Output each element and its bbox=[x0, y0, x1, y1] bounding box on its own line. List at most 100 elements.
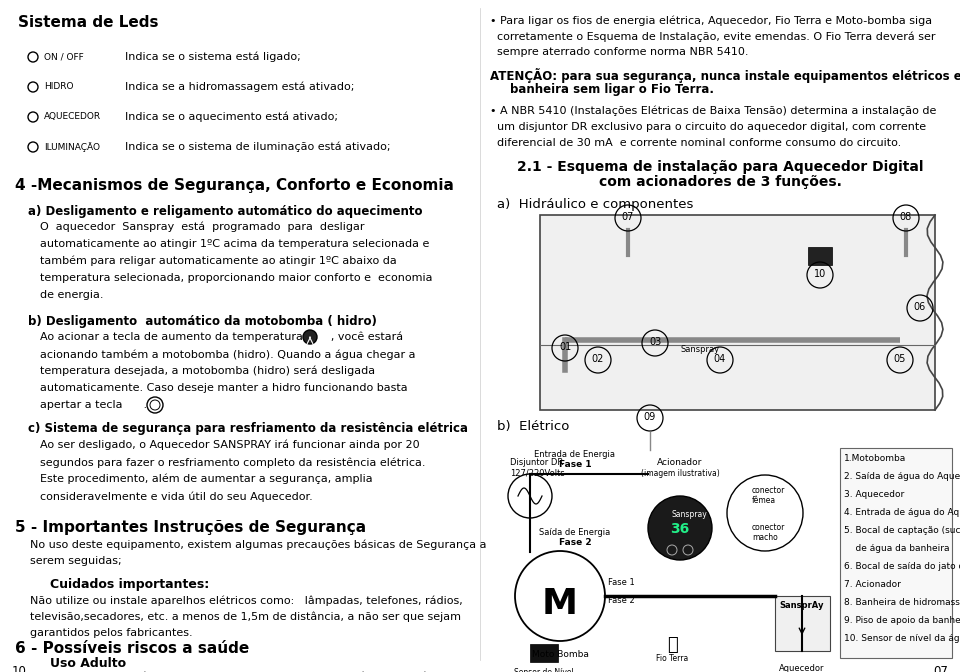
Text: Este procedimento, além de aumentar a segurança, amplia: Este procedimento, além de aumentar a se… bbox=[40, 474, 372, 485]
Text: 127/220Volts: 127/220Volts bbox=[510, 468, 564, 477]
Text: 6. Bocal de saída do jato d'água: 6. Bocal de saída do jato d'água bbox=[844, 562, 960, 571]
Text: Aquecedor: Aquecedor bbox=[780, 664, 825, 672]
Text: O  aquecedor  Sanspray  está  programado  para  desligar: O aquecedor Sanspray está programado par… bbox=[40, 222, 365, 233]
Text: Sanspray: Sanspray bbox=[681, 345, 720, 354]
Text: Indica se a hidromassagem está ativado;: Indica se a hidromassagem está ativado; bbox=[125, 82, 354, 93]
Text: Moto Bomba: Moto Bomba bbox=[532, 650, 588, 659]
Text: diferencial de 30 mA  e corrente nominal conforme consumo do circuito.: diferencial de 30 mA e corrente nominal … bbox=[490, 138, 901, 148]
Text: um disjuntor DR exclusivo para o circuito do aquecedor digital, com corrente: um disjuntor DR exclusivo para o circuit… bbox=[490, 122, 926, 132]
Text: apertar a tecla      .: apertar a tecla . bbox=[40, 400, 147, 410]
Text: fêmea: fêmea bbox=[752, 496, 776, 505]
Text: com acionadores de 3 funções.: com acionadores de 3 funções. bbox=[599, 175, 841, 189]
Text: corretamente o Esquema de Instalação, evite emendas. O Fio Terra deverá ser: corretamente o Esquema de Instalação, ev… bbox=[490, 31, 935, 42]
Text: AQUECEDOR: AQUECEDOR bbox=[44, 112, 101, 121]
Text: Saída de Energia: Saída de Energia bbox=[540, 528, 611, 537]
FancyBboxPatch shape bbox=[840, 448, 952, 658]
Text: c) Sistema de segurança para resfriamento da resistência elétrica: c) Sistema de segurança para resfriament… bbox=[28, 422, 468, 435]
FancyBboxPatch shape bbox=[540, 215, 935, 410]
Text: Fio Terra: Fio Terra bbox=[656, 654, 688, 663]
Text: Fase 1: Fase 1 bbox=[559, 460, 591, 469]
Text: Não utilize ou instale aparelhos elétricos como:   lâmpadas, telefones, rádios,: Não utilize ou instale aparelhos elétric… bbox=[30, 596, 463, 607]
Text: 6 - Possíveis riscos a saúde: 6 - Possíveis riscos a saúde bbox=[15, 641, 250, 656]
Text: Fase 2: Fase 2 bbox=[559, 538, 591, 547]
Text: Fase 1: Fase 1 bbox=[608, 578, 635, 587]
Text: 10. Sensor de nível da água: 10. Sensor de nível da água bbox=[844, 634, 960, 643]
Text: temperatura selecionada, proporcionando maior conforto e  economia: temperatura selecionada, proporcionando … bbox=[40, 273, 433, 283]
Text: Indica se o sistema está ligado;: Indica se o sistema está ligado; bbox=[125, 52, 300, 62]
Text: segundos para fazer o resfriamento completo da resistência elétrica.: segundos para fazer o resfriamento compl… bbox=[40, 457, 425, 468]
Text: 3. Aquecedor: 3. Aquecedor bbox=[844, 490, 904, 499]
Text: automaticamente ao atingir 1ºC acima da temperatura selecionada e: automaticamente ao atingir 1ºC acima da … bbox=[40, 239, 429, 249]
Text: Ao acionar a tecla de aumento da temperatura        , você estará: Ao acionar a tecla de aumento da tempera… bbox=[40, 332, 403, 343]
Text: (imagem ilustrativa): (imagem ilustrativa) bbox=[640, 469, 719, 478]
Text: 04: 04 bbox=[714, 354, 726, 364]
Circle shape bbox=[303, 330, 317, 344]
Text: b)  Elétrico: b) Elétrico bbox=[497, 420, 569, 433]
Text: ON / OFF: ON / OFF bbox=[44, 52, 84, 61]
Text: Entrada de Energia: Entrada de Energia bbox=[535, 450, 615, 459]
Text: • Para ligar os fios de energia elétrica, Aquecedor, Fio Terra e Moto-bomba siga: • Para ligar os fios de energia elétrica… bbox=[490, 15, 932, 26]
Text: ⏚: ⏚ bbox=[666, 636, 678, 654]
Text: a) Desligamento e religamento automático do aquecimento: a) Desligamento e religamento automático… bbox=[28, 205, 422, 218]
Text: 1.Motobomba: 1.Motobomba bbox=[844, 454, 906, 463]
Text: HIDRO: HIDRO bbox=[44, 82, 74, 91]
Text: 4 -Mecanismos de Segurança, Conforto e Economia: 4 -Mecanismos de Segurança, Conforto e E… bbox=[15, 178, 454, 193]
Text: Sensor de Nível: Sensor de Nível bbox=[515, 668, 574, 672]
Text: 01: 01 bbox=[559, 342, 571, 352]
Text: 05: 05 bbox=[894, 354, 906, 364]
Text: 36: 36 bbox=[670, 522, 689, 536]
FancyBboxPatch shape bbox=[808, 247, 832, 265]
Text: 9. Piso de apoio da banheira: 9. Piso de apoio da banheira bbox=[844, 616, 960, 625]
Text: 2.1 - Esquema de instalação para Aquecedor Digital: 2.1 - Esquema de instalação para Aqueced… bbox=[516, 160, 924, 174]
Text: Disjuntor DR: Disjuntor DR bbox=[510, 458, 564, 467]
Text: conector: conector bbox=[752, 486, 785, 495]
Text: 5. Bocal de captação (sucção): 5. Bocal de captação (sucção) bbox=[844, 526, 960, 535]
Text: consideravelmente e vida útil do seu Aquecedor.: consideravelmente e vida útil do seu Aqu… bbox=[40, 491, 313, 501]
Text: temperatura desejada, a motobomba (hidro) será desligada: temperatura desejada, a motobomba (hidro… bbox=[40, 366, 375, 376]
Text: Uso Adulto: Uso Adulto bbox=[50, 657, 126, 670]
Text: 03: 03 bbox=[649, 337, 661, 347]
Text: televisão,secadores, etc. a menos de 1,5m de distância, a não ser que sejam: televisão,secadores, etc. a menos de 1,5… bbox=[30, 612, 461, 622]
Text: 7. Acionador: 7. Acionador bbox=[844, 580, 900, 589]
Text: banheira sem ligar o Fio Terra.: banheira sem ligar o Fio Terra. bbox=[510, 83, 714, 96]
Text: automaticamente. Caso deseje manter a hidro funcionando basta: automaticamente. Caso deseje manter a hi… bbox=[40, 383, 408, 393]
Text: 4. Entrada de água do Aquecedor: 4. Entrada de água do Aquecedor bbox=[844, 508, 960, 517]
Text: • A NBR 5410 (Instalações Elétricas de Baixa Tensão) determina a instalação de: • A NBR 5410 (Instalações Elétricas de B… bbox=[490, 106, 936, 116]
Text: garantidos pelos fabricantes.: garantidos pelos fabricantes. bbox=[30, 628, 193, 638]
Text: b) Desligamento  automático da motobomba ( hidro): b) Desligamento automático da motobomba … bbox=[28, 315, 377, 328]
Text: a)  Hidráulico e componentes: a) Hidráulico e componentes bbox=[497, 198, 693, 211]
Text: 09: 09 bbox=[644, 412, 656, 422]
Text: SansprAy: SansprAy bbox=[780, 601, 825, 610]
Text: Indica se o sistema de iluminação está ativado;: Indica se o sistema de iluminação está a… bbox=[125, 142, 391, 153]
Text: Fase 2: Fase 2 bbox=[608, 596, 635, 605]
Text: ILUMINAÇÃO: ILUMINAÇÃO bbox=[44, 142, 100, 152]
Text: ATENÇÃO: para sua segurança, nunca instale equipamentos elétricos em sua: ATENÇÃO: para sua segurança, nunca insta… bbox=[490, 68, 960, 83]
Text: sempre aterrado conforme norma NBR 5410.: sempre aterrado conforme norma NBR 5410. bbox=[490, 47, 749, 57]
Text: 8. Banheira de hidromassagem: 8. Banheira de hidromassagem bbox=[844, 598, 960, 607]
Text: 10: 10 bbox=[12, 665, 27, 672]
Text: Sistema de Leds: Sistema de Leds bbox=[18, 15, 158, 30]
Text: Indica se o aquecimento está ativado;: Indica se o aquecimento está ativado; bbox=[125, 112, 338, 122]
FancyBboxPatch shape bbox=[775, 596, 830, 651]
Text: Ao ser desligado, o Aquecedor SANSPRAY irá funcionar ainda por 20: Ao ser desligado, o Aquecedor SANSPRAY i… bbox=[40, 440, 420, 450]
Text: Cuidados importantes:: Cuidados importantes: bbox=[50, 578, 209, 591]
Text: 07: 07 bbox=[933, 665, 948, 672]
Text: Sanspray: Sanspray bbox=[672, 510, 708, 519]
Text: 10: 10 bbox=[814, 269, 827, 279]
Text: 5 - Importantes Instruções de Segurança: 5 - Importantes Instruções de Segurança bbox=[15, 520, 366, 535]
FancyBboxPatch shape bbox=[530, 644, 558, 662]
Circle shape bbox=[648, 496, 712, 560]
Text: de energia.: de energia. bbox=[40, 290, 104, 300]
Text: 07: 07 bbox=[622, 212, 635, 222]
Text: 02: 02 bbox=[591, 354, 604, 364]
Text: Acionador: Acionador bbox=[658, 458, 703, 467]
Text: M: M bbox=[542, 587, 578, 621]
Text: 08: 08 bbox=[900, 212, 912, 222]
Text: 2. Saída de água do Aquecedor: 2. Saída de água do Aquecedor bbox=[844, 472, 960, 481]
Text: serem seguidas;: serem seguidas; bbox=[30, 556, 122, 566]
Text: No uso deste equipamento, existem algumas precauções básicas de Segurança a: No uso deste equipamento, existem alguma… bbox=[30, 540, 487, 550]
Text: 06: 06 bbox=[914, 302, 926, 312]
Text: macho: macho bbox=[752, 533, 778, 542]
Text: de água da banheira: de água da banheira bbox=[844, 544, 949, 553]
Text: também para religar automaticamente ao atingir 1ºC abaixo da: também para religar automaticamente ao a… bbox=[40, 256, 396, 267]
